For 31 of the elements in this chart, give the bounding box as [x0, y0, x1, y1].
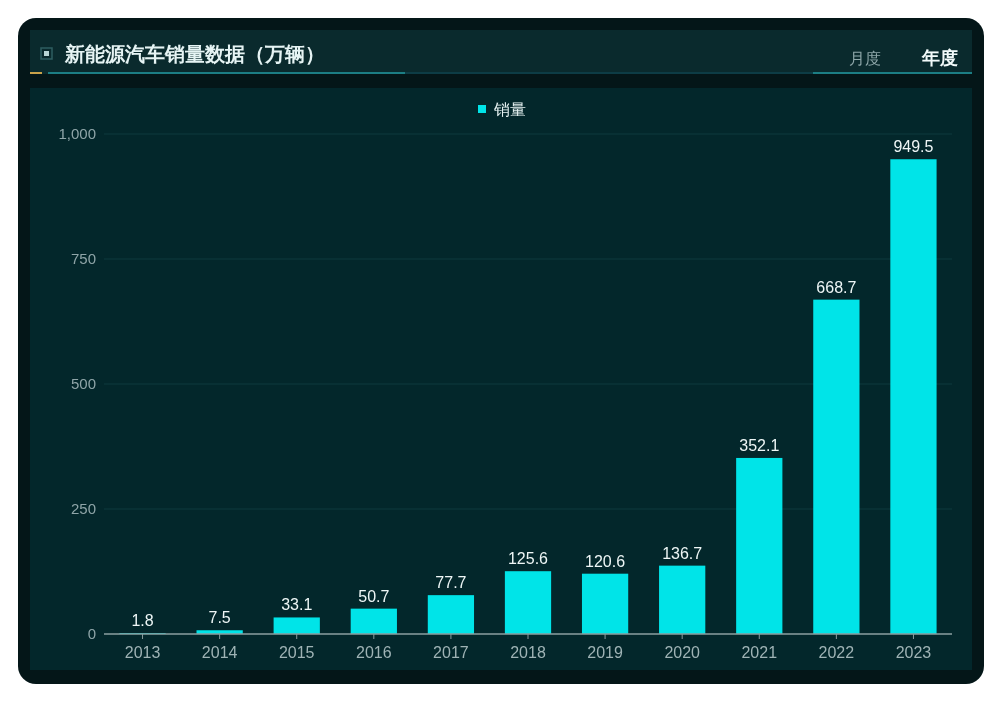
- chart-title: 新能源汽车销量数据（万辆）: [64, 43, 325, 65]
- y-tick-label: 1,000: [58, 125, 96, 142]
- text: 月度: [849, 50, 881, 67]
- x-tick-label: 2014: [201, 644, 238, 661]
- y-tick-label: 250: [70, 500, 96, 517]
- data-label: 668.7: [816, 278, 857, 296]
- x-tick-label: 2018: [510, 644, 546, 661]
- x-tick-label: 2016: [356, 644, 392, 661]
- x-tick-label: 2022: [818, 644, 855, 661]
- data-label: 136.7: [662, 544, 703, 562]
- text: 年度: [921, 48, 958, 68]
- x-tick-label: 2021: [741, 644, 778, 661]
- x-tick-label: 2015: [278, 644, 315, 661]
- data-label: 949.5: [893, 138, 934, 156]
- data-label: 7.5: [208, 609, 231, 627]
- x-tick-label: 2019: [587, 644, 623, 661]
- data-label: 1.8: [131, 612, 154, 630]
- data-label: 120.6: [585, 552, 626, 570]
- y-tick-label: 750: [70, 250, 96, 267]
- x-tick-label: 2013: [124, 644, 161, 661]
- legend-label: 销量: [493, 101, 526, 118]
- data-label: 50.7: [358, 587, 390, 605]
- data-label: 352.1: [739, 436, 780, 454]
- y-tick-label: 0: [87, 625, 96, 642]
- data-label: 125.6: [507, 550, 549, 568]
- data-label: 77.7: [435, 574, 467, 592]
- x-tick-label: 2017: [433, 644, 469, 661]
- data-label: 33.1: [281, 596, 313, 614]
- x-tick-label: 2020: [664, 644, 701, 661]
- x-tick-label: 2023: [895, 644, 932, 661]
- y-tick-label: 500: [70, 375, 96, 392]
